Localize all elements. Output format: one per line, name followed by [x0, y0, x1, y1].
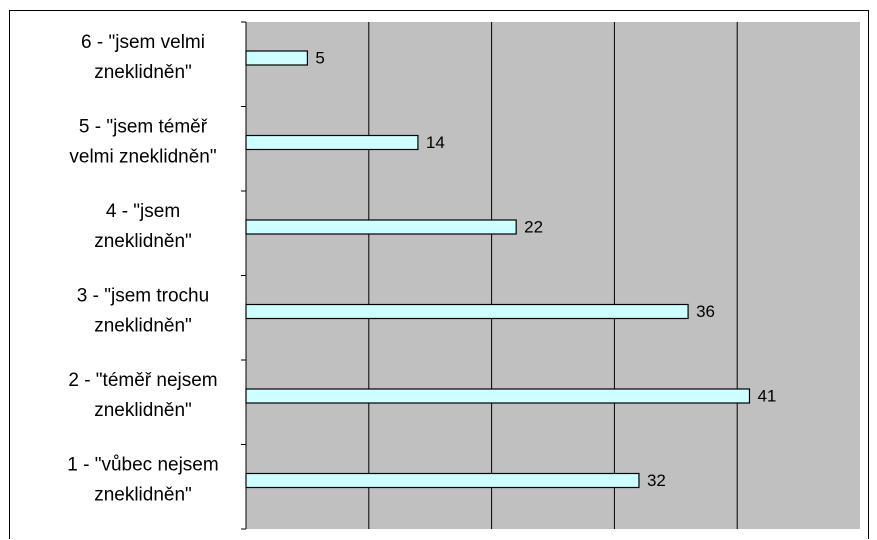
data-label: 36 [696, 302, 715, 321]
data-label: 32 [647, 471, 666, 490]
bar [245, 472, 640, 489]
data-label: 5 [315, 48, 324, 67]
y-axis [241, 21, 247, 530]
bar-chart: 5 14 22 36 41 32 6 - "jsem velmi zneklidněn" 5 … [67, 21, 860, 530]
chart-frame: 5 14 22 36 41 32 6 - "jsem velmi zneklidněn" 5 … [9, 10, 869, 539]
category-label: 2 - "téměř nejsem zneklidněn" [68, 370, 217, 421]
bar [245, 388, 751, 404]
category-label: 4 - "jsem zneklidněn" [94, 201, 192, 252]
category-label: 6 - "jsem velmi zneklidněn" [81, 32, 205, 83]
bar [245, 134, 419, 151]
plot-area [246, 22, 860, 529]
category-labels: 6 - "jsem velmi zneklidněn" 5 - "jsem témě… [67, 32, 218, 506]
bar [245, 219, 517, 235]
data-labels: 5 14 22 36 41 32 [315, 48, 776, 490]
data-label: 22 [524, 217, 543, 236]
data-label: 14 [426, 133, 445, 152]
category-label: 5 - "jsem téměř velmi zneklidněn" [69, 117, 216, 168]
gridlines [368, 22, 738, 529]
data-label: 41 [757, 386, 776, 405]
bars [245, 50, 751, 489]
bar [245, 303, 689, 320]
category-label: 1 - "vůbec nejsem zneklidněn" [67, 455, 218, 506]
category-label: 3 - "jsem trochu zneklidněn" [77, 286, 209, 337]
bar [245, 50, 309, 66]
